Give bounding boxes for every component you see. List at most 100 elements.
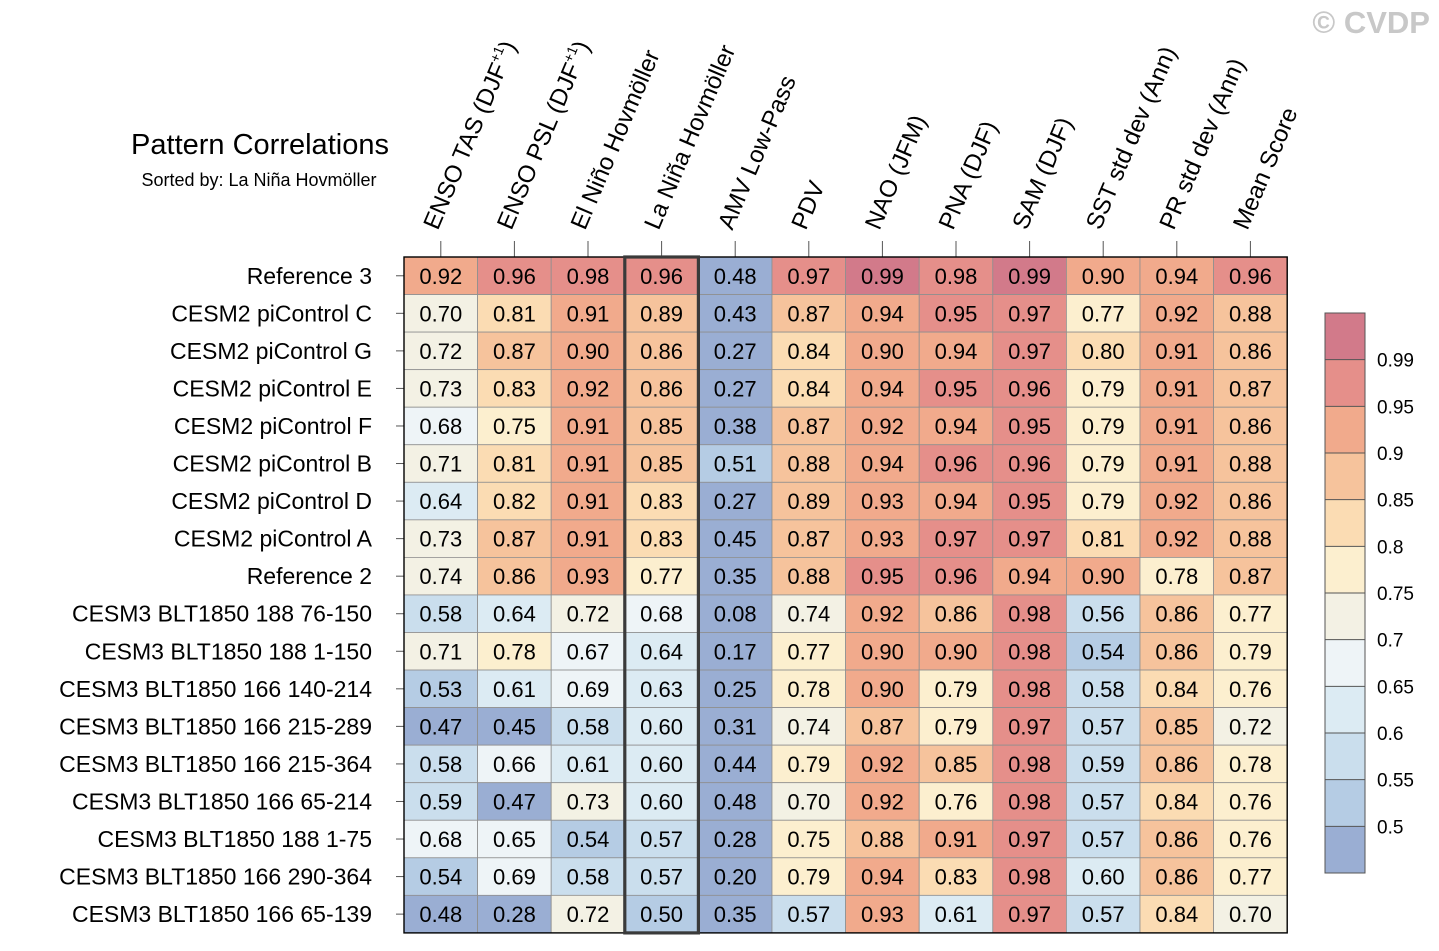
colorbar-swatch (1325, 686, 1365, 733)
cell-value-label: 0.79 (787, 752, 830, 777)
cell-value-label: 0.84 (1155, 677, 1198, 702)
cell-value-label: 0.87 (1229, 376, 1272, 401)
colorbar-tick-label: 0.95 (1377, 397, 1414, 418)
cell-value-label: 0.57 (1082, 789, 1125, 814)
heatmap-cell (845, 369, 920, 408)
plot-border (403, 256, 1288, 934)
heatmap-cell (992, 632, 1067, 671)
cell-value-label: 0.83 (640, 527, 683, 552)
heatmap-cell (403, 519, 478, 558)
column-headers: ENSO TAS (DJF+1)ENSO PSL (DJF+1)El Niño … (418, 37, 1303, 257)
heatmap-cell (918, 256, 994, 295)
cell-value-label: 0.61 (567, 752, 610, 777)
row-label: Reference 3 (247, 263, 372, 289)
heatmap-cell (992, 557, 1067, 596)
colorbar-swatch (1325, 499, 1365, 547)
cell-value-label: 0.87 (1229, 564, 1272, 589)
cell-value-label: 0.85 (640, 452, 683, 477)
cell-value-label: 0.87 (787, 414, 830, 439)
heatmap-cell (477, 369, 552, 408)
cell-value-label: 0.92 (861, 752, 904, 777)
column-label: AMV Low-Pass (713, 72, 802, 234)
cell-value-label: 0.86 (1155, 752, 1198, 777)
heatmap-cell (550, 406, 626, 446)
cell-value-label: 0.76 (935, 789, 978, 814)
cell-value-label: 0.93 (567, 564, 610, 589)
cell-value-label: 0.57 (640, 827, 683, 852)
cell-value-label: 0.47 (419, 714, 462, 739)
cell-value-label: 0.92 (567, 376, 610, 401)
colorbar-tick-label: 0.6 (1377, 724, 1403, 745)
heatmap-cell (771, 519, 846, 558)
heatmap-cell (1066, 632, 1141, 671)
cell-value-label: 0.91 (567, 527, 610, 552)
cell-value-label: 0.86 (1229, 414, 1272, 439)
colorbar-swatch (1325, 826, 1365, 873)
cell-value-label: 0.97 (1008, 527, 1051, 552)
row-label: CESM3 BLT1850 188 1-150 (85, 638, 372, 664)
cell-value-label: 0.60 (640, 789, 683, 814)
heatmap-cell (1139, 744, 1214, 784)
heatmap-cell (1213, 857, 1288, 896)
cell-value-label: 0.92 (1155, 489, 1198, 514)
heatmap-cell (1213, 519, 1288, 558)
heatmap-cell (845, 782, 920, 821)
heatmap-cell (1139, 557, 1214, 596)
cell-value-label: 0.71 (419, 452, 462, 477)
row-label: Reference 2 (247, 563, 372, 589)
heatmap-cell (477, 481, 552, 521)
heatmap-cell (1213, 669, 1288, 708)
cell-value-label: 0.86 (640, 339, 683, 364)
heatmap-cell (845, 857, 920, 896)
cell-value-label: 0.79 (1229, 639, 1272, 664)
cell-value-label: 0.91 (567, 414, 610, 439)
row-label: CESM2 piControl A (174, 526, 373, 552)
row-label: CESM3 BLT1850 166 215-364 (59, 751, 372, 777)
heatmap-cell (1213, 444, 1288, 483)
colorbar-tick-label: 0.9 (1377, 444, 1403, 465)
cell-value-label: 0.79 (935, 714, 978, 739)
cell-value-label: 0.94 (935, 489, 978, 514)
cell-value-label: 0.72 (419, 339, 462, 364)
cell-value-label: 0.86 (493, 564, 536, 589)
colorbar-swatch (1325, 453, 1365, 500)
column-label: PNA (DJF) (934, 117, 1004, 233)
cell-value-label: 0.54 (567, 827, 610, 852)
heatmap-cell (1213, 369, 1288, 408)
heatmap-cell (918, 331, 994, 371)
heatmap-cell (477, 331, 552, 371)
heatmap-cell (992, 519, 1067, 558)
colorbar-tick-label: 0.65 (1377, 677, 1414, 698)
cell-value-label: 0.27 (714, 339, 757, 364)
cell-value-label: 0.57 (1082, 902, 1125, 927)
cell-value-label: 0.44 (714, 752, 757, 777)
cell-value-label: 0.77 (1229, 602, 1272, 627)
cell-value-label: 0.98 (935, 264, 978, 289)
cell-value-label: 0.68 (640, 602, 683, 627)
colorbar-tick-label: 0.55 (1377, 771, 1414, 792)
heatmap-cell (1066, 894, 1141, 934)
cell-value-label: 0.43 (714, 301, 757, 326)
colorbar-swatch (1325, 639, 1365, 687)
heatmap-cell (698, 256, 773, 295)
heatmap-cell (771, 669, 846, 708)
watermark: © CVDP (1312, 5, 1430, 40)
cell-value-label: 0.77 (1082, 301, 1125, 326)
cell-value-label: 0.57 (787, 902, 830, 927)
cell-value-label: 0.98 (1008, 789, 1051, 814)
heatmap-cell (918, 707, 994, 746)
cell-value-label: 0.60 (640, 752, 683, 777)
heatmap-cell (1066, 444, 1141, 483)
cell-value-label: 0.92 (861, 602, 904, 627)
cell-value-label: 0.86 (1155, 865, 1198, 890)
heatmap-cell (624, 894, 699, 934)
heatmap-cell (403, 406, 478, 446)
row-label: CESM2 piControl B (173, 451, 372, 477)
cell-value-label: 0.87 (787, 301, 830, 326)
heatmap-cell (1139, 481, 1214, 521)
cell-value-label: 0.86 (1229, 339, 1272, 364)
cell-value-label: 0.27 (714, 376, 757, 401)
heatmap-frame (403, 255, 1288, 935)
cell-value-label: 0.54 (1082, 639, 1125, 664)
heatmap-cell (1213, 406, 1288, 446)
